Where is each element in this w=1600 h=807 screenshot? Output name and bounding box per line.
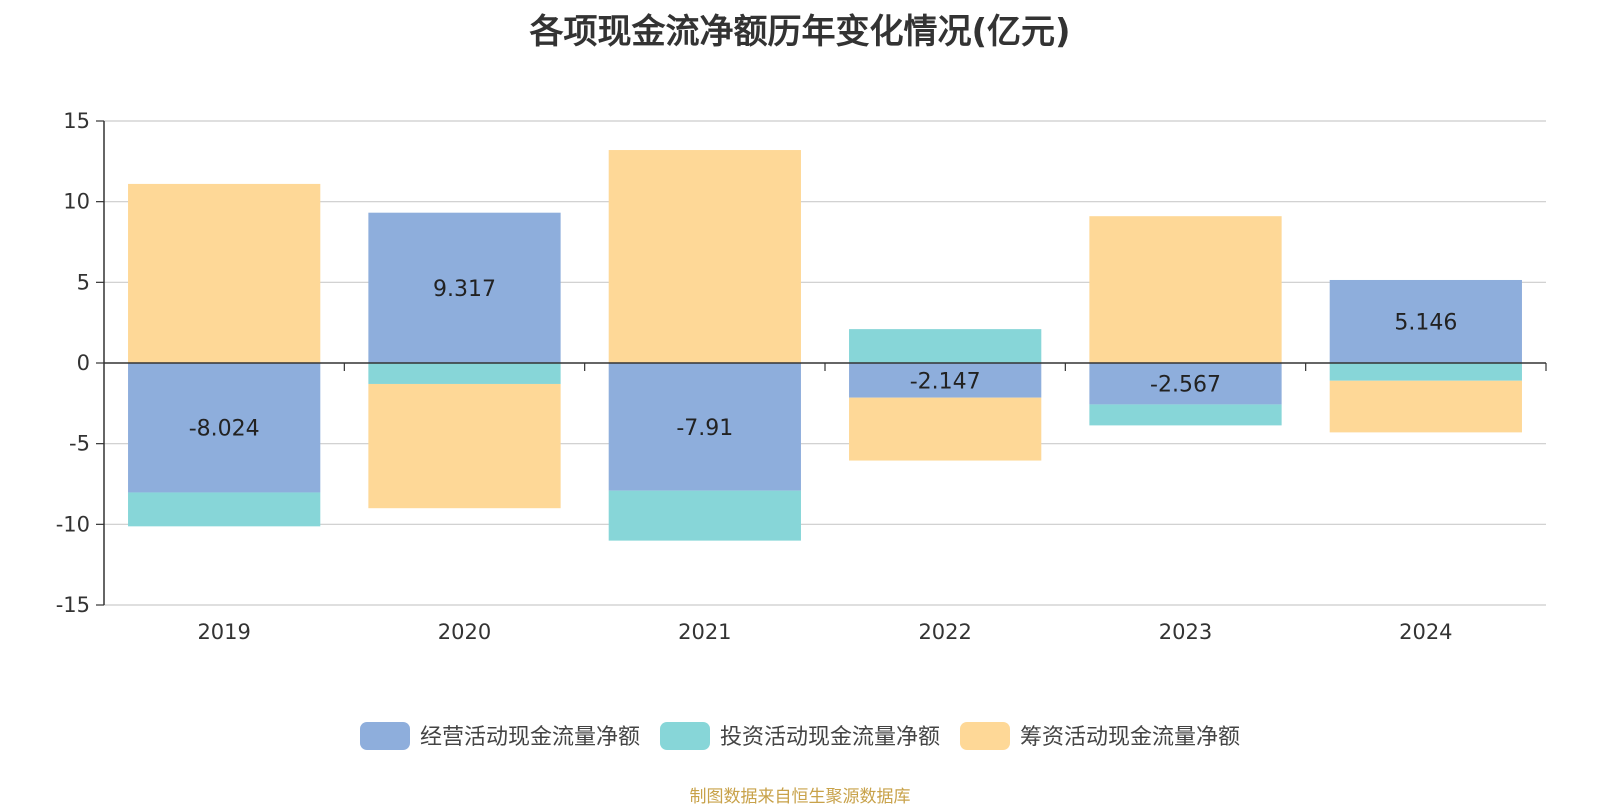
bar-2-2024 xyxy=(1329,363,1522,381)
bar-3-2024 xyxy=(1329,380,1522,433)
bar-3-2021 xyxy=(608,150,801,363)
bar-2-2019 xyxy=(128,492,321,527)
bar-1-2020 xyxy=(368,212,561,363)
axes: 15 10 5 0 -5 -10 -15 2019 2020 2021 2022 2023 2024 xyxy=(56,109,1547,644)
y-tick-label: 5 xyxy=(77,270,90,294)
x-tick-label: 2020 xyxy=(438,620,491,644)
bar-3-2020 xyxy=(368,383,561,509)
bars xyxy=(128,150,1522,541)
data-label: -7.91 xyxy=(676,416,733,441)
x-tick-label: 2023 xyxy=(1159,620,1212,644)
source-note: 制图数据来自恒生聚源数据库 xyxy=(689,787,911,807)
bar-2-2023 xyxy=(1089,404,1282,426)
x-tick-label: 2024 xyxy=(1399,620,1452,644)
y-tick-label: 0 xyxy=(77,351,90,375)
bar-3-2023 xyxy=(1089,216,1282,363)
data-label: -2.147 xyxy=(910,369,981,394)
bar-3-2022 xyxy=(849,397,1042,461)
legend: 经营活动现金流量净额 投资活动现金流量净额 筹资活动现金流量净额 xyxy=(360,722,1240,750)
bar-1-2022 xyxy=(849,363,1042,398)
legend-swatch xyxy=(660,722,710,750)
data-label: 5.146 xyxy=(1394,310,1457,335)
bar-1-2021 xyxy=(608,363,801,491)
legend-label: 筹资活动现金流量净额 xyxy=(1020,725,1240,750)
legend-swatch xyxy=(960,722,1010,750)
y-tick-label: 15 xyxy=(63,109,90,133)
bar-2-2020 xyxy=(368,363,561,384)
chart-title: 各项现金流净额历年变化情况(亿元) xyxy=(529,12,1071,52)
x-tick-label: 2022 xyxy=(918,620,971,644)
bar-3-2019 xyxy=(128,183,321,363)
legend-swatch xyxy=(360,722,410,750)
legend-label: 投资活动现金流量净额 xyxy=(720,725,940,750)
y-tick-label: 10 xyxy=(63,190,90,214)
bar-2-2022 xyxy=(849,329,1042,363)
x-tick-label: 2019 xyxy=(197,620,250,644)
data-label: -8.024 xyxy=(189,417,260,442)
data-label: 9.317 xyxy=(433,277,496,302)
legend-label: 经营活动现金流量净额 xyxy=(420,725,640,750)
y-tick-label: -10 xyxy=(56,512,90,536)
bar-2-2021 xyxy=(608,490,801,541)
data-label: -2.567 xyxy=(1150,373,1221,398)
bar-1-2023 xyxy=(1089,363,1282,405)
bar-1-2019 xyxy=(128,363,321,493)
data-labels: -8.024 9.317 -7.91 -2.147 -2.567 5.146 xyxy=(189,277,1458,442)
bar-1-2024 xyxy=(1329,279,1522,363)
gridlines xyxy=(104,120,1546,606)
y-tick-label: -15 xyxy=(56,593,90,617)
x-tick-label: 2021 xyxy=(678,620,731,644)
y-tick-label: -5 xyxy=(69,432,90,456)
